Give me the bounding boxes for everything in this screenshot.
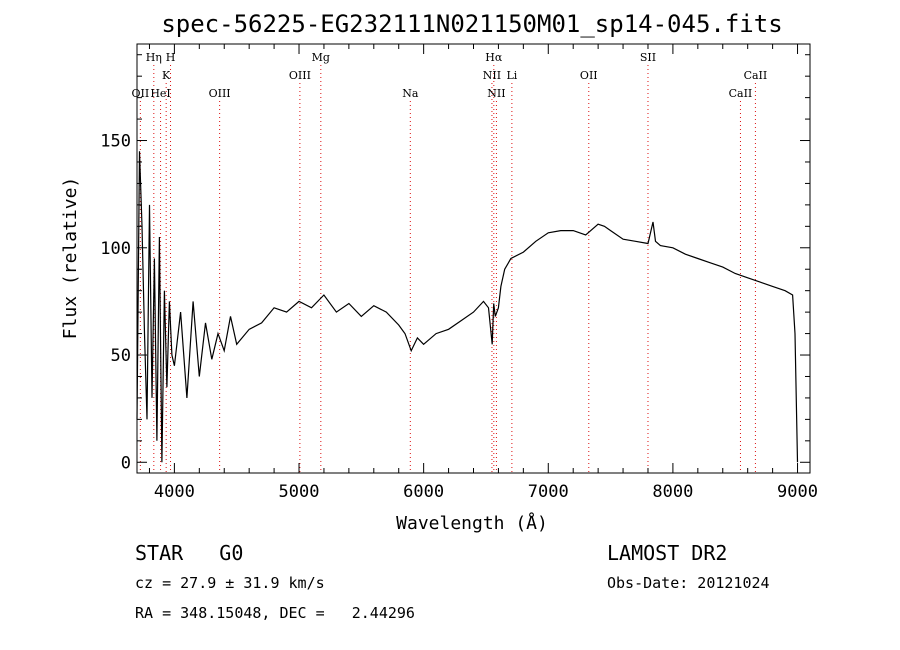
x-tick-label: 6000 [403,482,444,502]
line-marker-label: Mg [312,51,330,64]
axis-ticks: 4000 5000 6000 7000 8000 9000 0 50 100 150 [100,44,818,502]
spectrum-line [136,151,799,463]
line-marker-label: Na [402,87,419,100]
x-tick-label: 7000 [528,482,569,502]
spectrum-chart: spec-56225-EG232111N021150M01_sp14-045.f… [60,10,818,534]
line-marker-label: OII [132,87,150,100]
y-tick-label: 50 [111,346,131,366]
coordinates: RA = 348.15048, DEC = 2.44296 [135,604,415,622]
x-axis-label: Wavelength (Å) [396,512,548,534]
y-tick-label: 150 [100,132,131,152]
line-marker-label: CaII [744,69,768,82]
line-marker-label: K [162,69,171,82]
survey-name: LAMOST DR2 [607,541,728,565]
object-class-label: STAR [135,541,184,565]
object-class: STAR G0 [135,541,243,565]
y-tick-label: 100 [100,239,131,259]
chart-title: spec-56225-EG232111N021150M01_sp14-045.f… [161,10,782,38]
line-marker-label: Li [506,69,517,82]
line-marker-label: NII [487,87,505,100]
line-marker-label: Hα [485,51,503,64]
x-tick-label: 9000 [777,482,818,502]
observation-date: Obs-Date: 20121024 [607,574,770,592]
line-marker-label: HeI [150,87,170,100]
y-axis-label: Flux (relative) [60,177,81,340]
line-marker-label: OII [580,69,598,82]
line-marker-label: SII [640,51,656,64]
line-marker-label: CaII [729,87,753,100]
line-marker-label: OIII [289,69,311,82]
line-marker-label: Hη [146,51,162,64]
line-marker-label: H [166,51,176,64]
x-tick-label: 8000 [652,482,693,502]
y-tick-label: 0 [121,453,131,473]
x-tick-label: 5000 [279,482,320,502]
redshift-cz: cz = 27.9 ± 31.9 km/s [135,574,325,592]
object-subclass: G0 [219,541,244,565]
line-marker-label: OIII [209,87,231,100]
x-tick-label: 4000 [154,482,195,502]
line-marker-label: NII [483,69,501,82]
plot-frame [136,43,811,474]
